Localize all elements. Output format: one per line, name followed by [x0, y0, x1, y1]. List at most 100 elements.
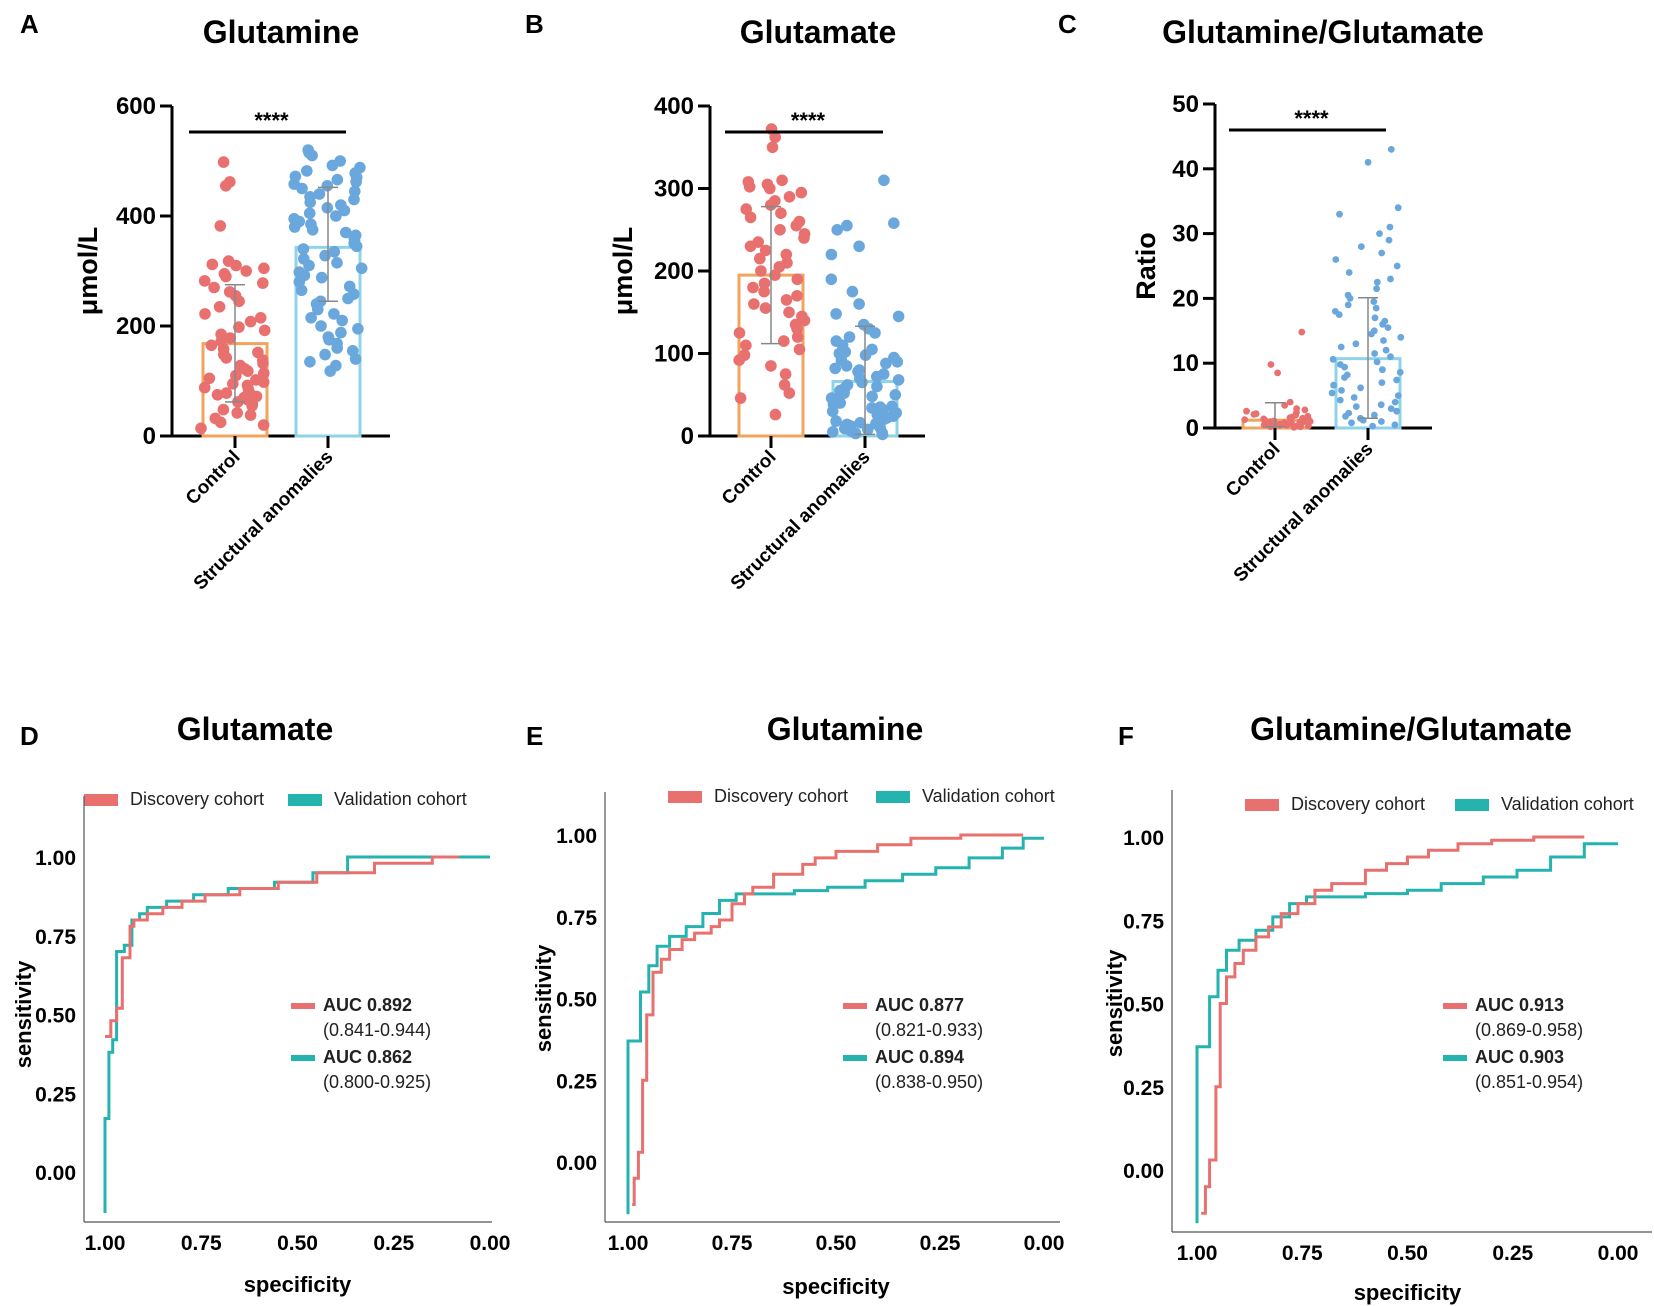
data-point	[830, 335, 843, 347]
y-tick-label: 1.00	[556, 825, 597, 848]
data-point	[758, 285, 770, 298]
y-tick-label: 1.00	[1123, 827, 1164, 850]
data-point	[214, 220, 227, 232]
data-point	[880, 357, 892, 370]
y-tick-label: 10	[1172, 350, 1199, 377]
data-point	[871, 380, 883, 393]
data-point	[257, 419, 270, 431]
y-tick-label: 0.25	[1123, 1077, 1164, 1100]
panel-letter: C	[1058, 9, 1077, 39]
y-tick-label: 300	[654, 176, 694, 203]
legend-label: Validation cohort	[922, 786, 1055, 806]
data-point	[841, 219, 853, 232]
y-tick-label: 0	[1186, 415, 1199, 442]
data-point	[1331, 308, 1339, 315]
data-point	[218, 268, 231, 280]
data-point	[791, 290, 803, 302]
data-point	[203, 372, 216, 385]
auc-value: AUC 0.862	[323, 1047, 412, 1067]
data-point	[796, 310, 808, 323]
data-point	[798, 228, 811, 240]
auc-swatch	[291, 1003, 315, 1009]
data-point	[877, 368, 890, 380]
data-point	[1328, 389, 1336, 397]
data-point	[874, 401, 886, 413]
legend-swatch	[1245, 799, 1279, 811]
data-point	[1357, 243, 1365, 251]
data-point	[222, 255, 235, 267]
data-point	[198, 381, 211, 394]
data-point	[1396, 368, 1404, 376]
panel-letter: B	[525, 9, 544, 39]
x-tick-label: 0.25	[1492, 1242, 1533, 1265]
data-point	[289, 170, 302, 183]
data-point	[211, 389, 224, 401]
data-point	[769, 195, 781, 207]
data-point	[853, 298, 865, 310]
data-point	[1352, 340, 1360, 348]
legend-label: Validation cohort	[1501, 794, 1634, 814]
data-point	[754, 252, 766, 265]
data-point	[1298, 328, 1306, 336]
data-point	[1241, 416, 1249, 423]
data-point	[209, 412, 222, 425]
data-point	[1391, 398, 1399, 406]
x-tick-label: 0.50	[1387, 1242, 1428, 1265]
y-tick-label: 40	[1172, 156, 1199, 183]
data-point	[733, 327, 746, 339]
data-point	[1387, 275, 1394, 283]
data-point	[780, 294, 793, 306]
discovery-roc-curve	[632, 833, 1024, 1206]
y-tick-label: 0.50	[1123, 994, 1164, 1017]
data-point	[793, 343, 806, 356]
y-axis-label: sensitivity	[11, 960, 36, 1068]
significance-stars: ****	[791, 108, 826, 133]
data-point	[258, 367, 270, 380]
data-point	[1338, 387, 1345, 394]
data-point	[231, 407, 243, 419]
data-point	[355, 262, 368, 275]
data-point	[1270, 417, 1278, 425]
data-point	[889, 389, 902, 401]
x-axis-label: specificity	[1354, 1280, 1462, 1305]
data-point	[734, 392, 747, 404]
data-point	[241, 379, 254, 392]
y-tick-label: 50	[1172, 91, 1199, 118]
data-point	[1344, 291, 1352, 299]
x-tick-label: 0.50	[277, 1232, 318, 1255]
significance-stars: ****	[1294, 106, 1329, 131]
data-point	[1378, 249, 1386, 257]
data-point	[1337, 343, 1345, 351]
y-tick-label: 200	[654, 258, 694, 285]
auc-ci: (0.838-0.950)	[875, 1072, 983, 1092]
auc-swatch	[1443, 1003, 1467, 1009]
data-point	[1393, 407, 1401, 415]
data-point	[1373, 285, 1380, 293]
chart-title: Glutamine/Glutamate	[1250, 711, 1572, 747]
panel-d: D Glutamate Discovery cohort Validation coh…	[11, 711, 510, 1297]
data-point	[1369, 422, 1376, 430]
data-point	[780, 248, 793, 261]
auc-value: AUC 0.877	[875, 995, 964, 1015]
x-tick-label: 0.75	[1282, 1242, 1323, 1265]
data-point	[825, 248, 838, 261]
data-point	[1387, 146, 1395, 153]
data-point	[1345, 409, 1353, 417]
data-point	[206, 258, 219, 271]
data-point	[240, 265, 252, 277]
y-axis-label: sensitivity	[531, 944, 556, 1052]
x-tick-label: 0.25	[920, 1232, 961, 1255]
data-point	[775, 207, 787, 219]
data-point	[298, 253, 310, 265]
data-point	[1243, 407, 1250, 415]
data-point	[230, 369, 242, 382]
data-point	[198, 275, 211, 287]
data-point	[1288, 419, 1295, 427]
data-point	[1337, 361, 1344, 368]
auc-value: AUC 0.903	[1475, 1047, 1564, 1067]
data-point	[1371, 314, 1379, 322]
data-point	[224, 332, 236, 344]
data-point	[779, 368, 792, 380]
data-point	[778, 335, 790, 347]
data-point	[1377, 401, 1385, 409]
